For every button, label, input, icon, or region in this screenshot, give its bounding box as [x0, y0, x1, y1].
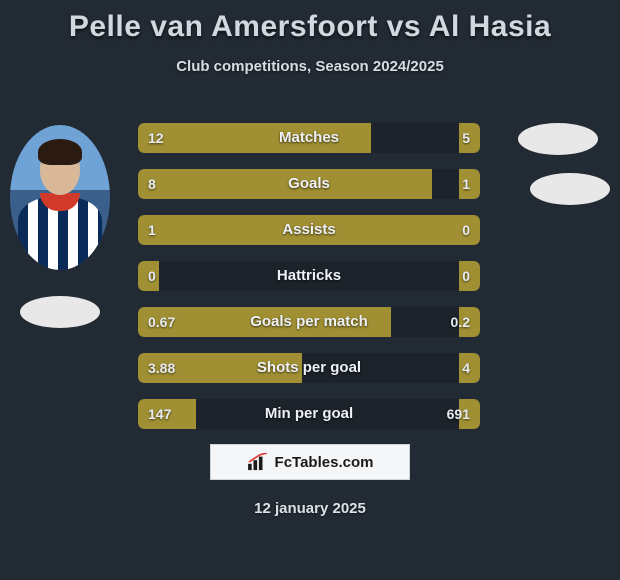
player2-club-flag-1	[518, 123, 598, 155]
comparison-chart: 125Matches 81Goals 10Assists 00Hattricks 0.6…	[138, 123, 480, 445]
branding-badge: FcTables.com	[210, 444, 410, 480]
stat-row: 81Goals	[138, 169, 480, 199]
player1-portrait	[10, 125, 110, 270]
player1-name: Pelle van Amersfoort	[69, 10, 378, 43]
metric-label: Matches	[138, 123, 480, 153]
stat-row: 0.670.2Goals per match	[138, 307, 480, 337]
branding-text: FcTables.com	[275, 454, 374, 471]
metric-label: Goals	[138, 169, 480, 199]
player1-club-flag	[20, 296, 100, 328]
stat-row: 00Hattricks	[138, 261, 480, 291]
stat-row: 125Matches	[138, 123, 480, 153]
date-label: 12 january 2025	[0, 500, 620, 517]
fctables-logo-icon	[247, 453, 269, 471]
player2-club-flag-2	[530, 173, 610, 205]
subtitle: Club competitions, Season 2024/2025	[0, 58, 620, 75]
metric-label: Goals per match	[138, 307, 480, 337]
vs-text: vs	[387, 10, 421, 43]
stat-row: 10Assists	[138, 215, 480, 245]
metric-label: Hattricks	[138, 261, 480, 291]
metric-label: Min per goal	[138, 399, 480, 429]
stat-row: 147691Min per goal	[138, 399, 480, 429]
metric-label: Assists	[138, 215, 480, 245]
player2-name: Al Hasia	[429, 10, 551, 43]
comparison-title: Pelle van Amersfoort vs Al Hasia	[0, 0, 620, 44]
metric-label: Shots per goal	[138, 353, 480, 383]
stat-row: 3.884Shots per goal	[138, 353, 480, 383]
